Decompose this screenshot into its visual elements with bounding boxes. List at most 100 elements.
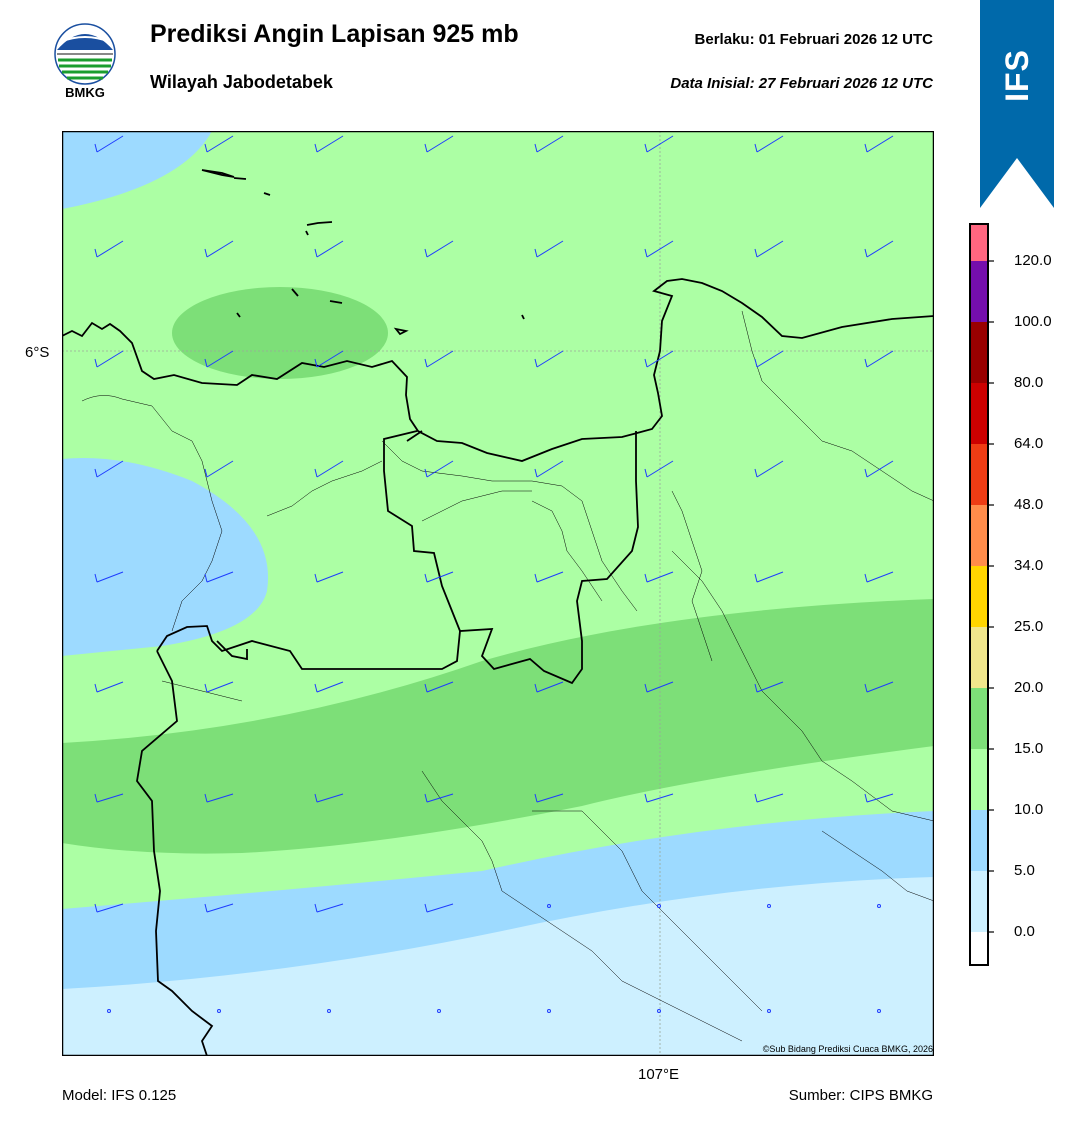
wind-barb: [314, 903, 344, 913]
colorbar-segment: [970, 810, 988, 871]
colorbar-tick-label: 20.0: [1014, 679, 1044, 696]
wind-barb: [864, 135, 894, 153]
wind-barb: [534, 681, 564, 693]
calm-wind-marker: [547, 904, 551, 908]
colorbar-segment: [970, 749, 988, 810]
calm-wind-marker: [327, 1009, 331, 1013]
wind-barb: [424, 903, 454, 913]
valid-time: Berlaku: 01 Februari 2026 12 UTC: [694, 31, 933, 48]
wind-barb: [534, 240, 564, 258]
ribbon-label: IFS: [998, 48, 1035, 102]
contour-5-10-west: [62, 457, 269, 656]
wind-barb: [314, 460, 344, 478]
colorbar-tick-label: 64.0: [1014, 435, 1044, 452]
wind-barb: [644, 135, 674, 153]
wind-barb: [754, 460, 784, 478]
colorbar-segment: [970, 261, 988, 322]
calm-wind-marker: [657, 1009, 661, 1013]
wind-barb: [864, 571, 894, 583]
contour-15-20-north: [172, 287, 388, 379]
copyright-note: ©Sub Bidang Prediksi Cuaca BMKG, 2026: [762, 1044, 933, 1054]
wind-barb: [94, 135, 124, 153]
wind-barb: [534, 793, 564, 803]
init-time: Data Inisial: 27 Februari 2026 12 UTC: [670, 75, 933, 92]
colorbar-segment: [970, 932, 988, 965]
wind-barb: [94, 350, 124, 368]
wind-barbs: [94, 135, 894, 1013]
colorbar-tick-label: 10.0: [1014, 801, 1044, 818]
colorbar-segment: [970, 627, 988, 688]
colorbar-tick-label: 80.0: [1014, 374, 1044, 391]
colorbar-tick-label: 34.0: [1014, 557, 1044, 574]
wind-barb: [94, 571, 124, 583]
wind-barb: [644, 240, 674, 258]
calm-wind-marker: [657, 904, 661, 908]
colorbar-segment: [970, 566, 988, 627]
wind-barb: [864, 681, 894, 693]
wind-barb: [94, 903, 124, 913]
calm-wind-marker: [767, 904, 771, 908]
contour-0-5-south: [62, 877, 934, 1056]
wind-barb: [314, 571, 344, 583]
wind-barb: [644, 793, 674, 803]
wind-barb: [424, 681, 454, 693]
latitude-label: 6°S: [25, 344, 50, 361]
wind-barb: [314, 240, 344, 258]
wind-barb: [424, 460, 454, 478]
colorbar-tick-label: 25.0: [1014, 618, 1044, 635]
colorbar-tick-label: 15.0: [1014, 740, 1044, 757]
colorbar: [969, 223, 994, 966]
bmkg-logo: [54, 23, 116, 85]
wind-barb: [754, 350, 784, 368]
calm-wind-marker: [107, 1009, 111, 1013]
wind-barb: [864, 350, 894, 368]
wind-barb: [314, 681, 344, 693]
colorbar-segment: [970, 322, 988, 383]
colorbar-segment: [970, 444, 988, 505]
wind-barb: [754, 240, 784, 258]
wind-barb: [424, 135, 454, 153]
district-boundaries: [81, 310, 934, 1042]
wind-barb: [94, 793, 124, 803]
wind-barb: [204, 793, 234, 803]
wind-barb: [534, 135, 564, 153]
colorbar-segment: [970, 383, 988, 444]
wind-barb: [754, 571, 784, 583]
province-boundaries: [136, 430, 639, 1056]
wind-barb: [424, 350, 454, 368]
chart-title: Prediksi Angin Lapisan 925 mb: [150, 20, 519, 48]
calm-wind-marker: [767, 1009, 771, 1013]
wind-barb: [644, 681, 674, 693]
colorbar-tick-label: 120.0: [1014, 252, 1052, 269]
calm-wind-marker: [437, 1009, 441, 1013]
islands: [201, 169, 525, 336]
colorbar-tick-label: 48.0: [1014, 496, 1044, 513]
model-ribbon: [980, 0, 1054, 208]
wind-barb: [644, 350, 674, 368]
wind-barb: [314, 793, 344, 803]
wind-barb: [204, 460, 234, 478]
logo-text: BMKG: [65, 85, 105, 100]
colorbar-tick-label: 0.0: [1014, 923, 1035, 940]
wind-barb: [534, 350, 564, 368]
wind-barb: [314, 350, 344, 368]
wind-barb: [204, 350, 234, 368]
wind-barb: [424, 793, 454, 803]
wind-barb: [754, 135, 784, 153]
wind-barb: [754, 681, 784, 693]
calm-wind-marker: [217, 1009, 221, 1013]
source-label: Sumber: CIPS BMKG: [788, 1087, 933, 1104]
wind-barb: [864, 240, 894, 258]
colorbar-segment: [970, 505, 988, 566]
coastline: [62, 278, 934, 462]
wind-barb: [534, 571, 564, 583]
wind-barb: [204, 135, 234, 153]
region-subtitle: Wilayah Jabodetabek: [150, 72, 333, 92]
wind-barb: [94, 240, 124, 258]
wind-barb: [644, 571, 674, 583]
wind-barb: [644, 460, 674, 478]
calm-wind-marker: [877, 1009, 881, 1013]
wind-barb: [204, 240, 234, 258]
wind-barb: [534, 460, 564, 478]
wind-barb: [94, 460, 124, 478]
